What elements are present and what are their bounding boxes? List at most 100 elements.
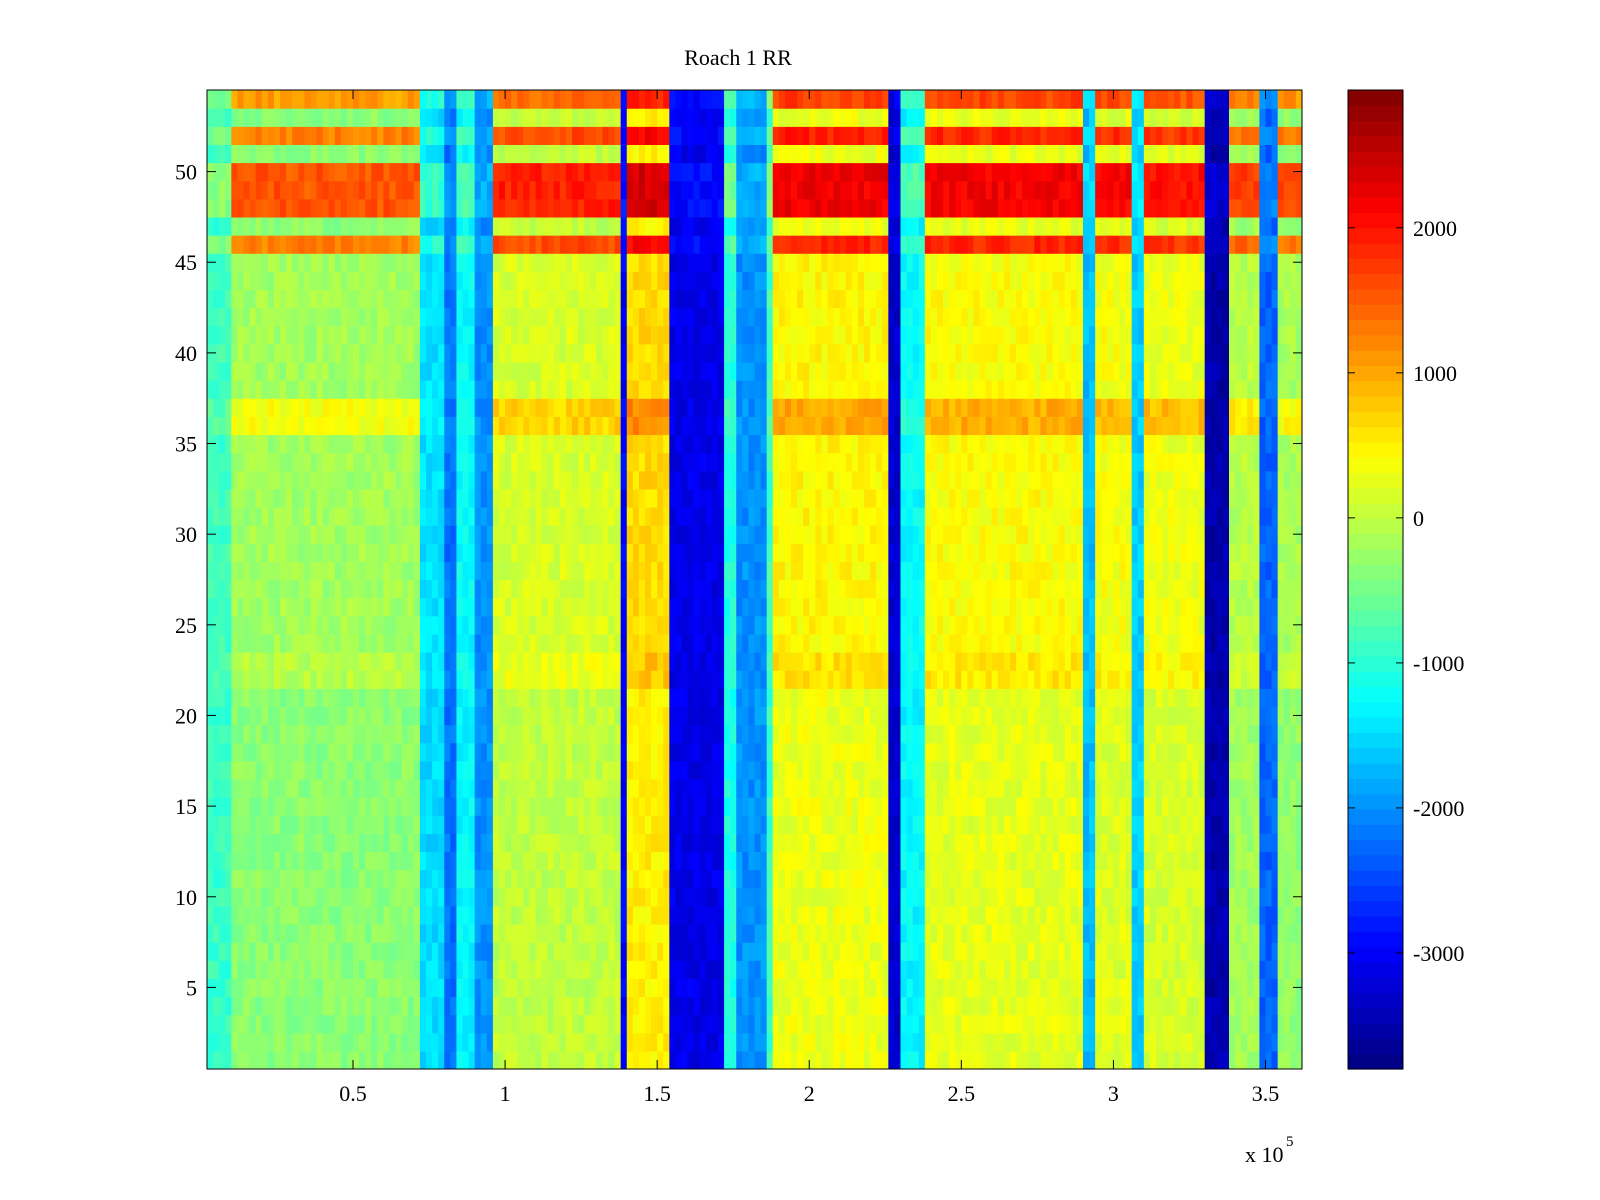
heatmap-cell	[833, 1014, 841, 1034]
heatmap-cell	[255, 633, 263, 653]
heatmap-cell	[219, 670, 226, 689]
heatmap-cell	[1241, 996, 1248, 1016]
heatmap-cell	[590, 1050, 597, 1069]
heatmap-cell	[1058, 923, 1066, 943]
heatmap-cell	[1113, 652, 1121, 671]
heatmap-cell	[225, 815, 232, 834]
heatmap-cell	[821, 688, 829, 708]
heatmap-cell	[614, 1050, 622, 1069]
heatmap-cell	[1034, 996, 1042, 1016]
heatmap-cell	[565, 923, 573, 943]
heatmap-cell	[1095, 760, 1102, 780]
heatmap-cell	[1204, 797, 1212, 816]
heatmap-cell	[1028, 652, 1035, 671]
heatmap-cell	[718, 1014, 725, 1034]
heatmap-cell	[249, 579, 257, 599]
heatmap-cell	[1089, 978, 1096, 998]
heatmap-cell	[231, 833, 239, 853]
heatmap-cell	[1089, 942, 1096, 961]
heatmap-cell	[657, 579, 664, 599]
heatmap-cell	[784, 869, 792, 889]
heatmap-cell	[1083, 633, 1090, 653]
heatmap-cell	[1028, 778, 1035, 798]
heatmap-cell	[791, 688, 798, 708]
heatmap-cell	[1089, 1050, 1096, 1069]
heatmap-cell	[1271, 960, 1279, 979]
heatmap-cell	[255, 923, 263, 943]
heatmap-cell	[602, 797, 610, 816]
heatmap-cell	[231, 760, 239, 780]
heatmap-cell	[1028, 579, 1035, 599]
heatmap-cell	[632, 942, 640, 961]
heatmap-cell	[511, 815, 518, 834]
heatmap-cell	[340, 996, 348, 1016]
heatmap-cell	[359, 1032, 366, 1052]
heatmap-cell	[267, 851, 275, 871]
heatmap-cell	[565, 851, 573, 871]
heatmap-cell	[1143, 996, 1151, 1016]
heatmap-cell	[1003, 724, 1011, 744]
heatmap-cell	[1174, 1050, 1181, 1069]
heatmap-cell	[724, 633, 731, 653]
heatmap-cell	[1028, 815, 1035, 834]
heatmap-cell	[912, 815, 920, 834]
heatmap-cell	[967, 996, 975, 1016]
heatmap-cell	[784, 942, 792, 961]
heatmap-cell	[711, 670, 719, 689]
heatmap-cell	[499, 1014, 506, 1034]
heatmap-cell	[334, 1032, 342, 1052]
heatmap-cell	[730, 960, 737, 979]
heatmap-cell	[687, 905, 695, 925]
heatmap-cell	[486, 960, 494, 979]
heatmap-cell	[535, 742, 543, 762]
heatmap-cell	[967, 615, 975, 635]
heatmap-cell	[286, 579, 293, 599]
heatmap-cell	[1028, 942, 1035, 961]
heatmap-cell	[395, 923, 403, 943]
heatmap-cell	[736, 887, 743, 907]
heatmap-cell	[620, 978, 628, 998]
heatmap-cell	[620, 996, 628, 1016]
heatmap-cell	[225, 960, 232, 979]
heatmap-cell	[438, 652, 445, 671]
heatmap-cell	[535, 561, 543, 581]
heatmap-cell	[523, 905, 531, 925]
heatmap-cell	[280, 869, 287, 889]
heatmap-cell	[675, 996, 683, 1016]
heatmap-cell	[1149, 670, 1157, 689]
heatmap-cell	[505, 778, 512, 798]
heatmap-cell	[1095, 1032, 1102, 1052]
heatmap-cell	[663, 742, 670, 762]
heatmap-cell	[669, 797, 677, 816]
heatmap-cell	[1295, 633, 1302, 653]
heatmap-cell	[298, 869, 305, 889]
heatmap-cell	[675, 797, 683, 816]
heatmap-cell	[693, 996, 701, 1016]
heatmap-cell	[590, 778, 597, 798]
heatmap-cell	[888, 561, 896, 581]
heatmap-cell	[353, 960, 360, 979]
heatmap-cell	[1271, 815, 1279, 834]
heatmap-cell	[237, 960, 245, 979]
heatmap-cell	[1247, 742, 1254, 762]
heatmap-cell	[413, 1032, 421, 1052]
heatmap-cell	[1107, 797, 1115, 816]
heatmap-cell	[511, 760, 518, 780]
heatmap-cell	[407, 942, 415, 961]
heatmap-cell	[535, 1032, 543, 1052]
heatmap-cell	[864, 615, 871, 635]
heatmap-cell	[353, 851, 360, 871]
heatmap-cell	[1028, 633, 1035, 653]
heatmap-cell	[1058, 597, 1066, 617]
heatmap-cell	[474, 615, 482, 635]
heatmap-cell	[511, 652, 518, 671]
heatmap-cell	[413, 887, 421, 907]
heatmap-cell	[462, 597, 470, 617]
heatmap-cell	[845, 1032, 853, 1052]
heatmap-cell	[602, 960, 610, 979]
heatmap-cell	[426, 652, 433, 671]
heatmap-cell	[772, 905, 780, 925]
heatmap-cell	[870, 652, 877, 671]
heatmap-cell	[1016, 887, 1023, 907]
heatmap-cell	[821, 633, 829, 653]
